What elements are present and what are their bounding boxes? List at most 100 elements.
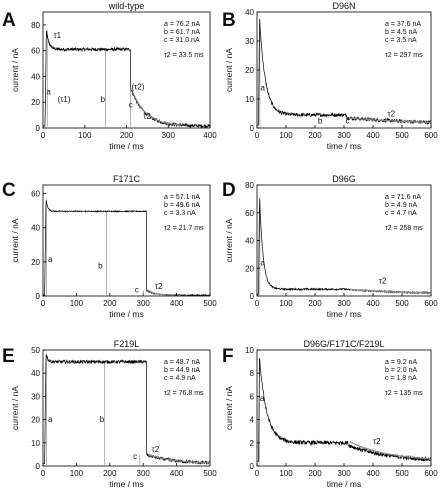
panel-d-y-tick-label: 20 [245, 264, 254, 273]
panel-c-marker: c [135, 286, 139, 295]
panel-e-y-tick-label: 30 [31, 392, 40, 401]
panel-b-x-tick-label: 200 [308, 131, 322, 140]
panel-b-letter: B [222, 10, 236, 31]
panel-c-fit-curve [147, 289, 174, 296]
panel-b-param-1: b = 4.5 nA [385, 29, 417, 36]
panel-d-title: D96G [332, 174, 356, 184]
panel-d-param-1: b = 4.9 nA [385, 202, 417, 209]
panel-a-marker: (τ1) [58, 95, 71, 104]
panel-d-x-tick-label: 400 [366, 299, 380, 308]
panel-c-y-axis-label: current / nA [10, 218, 20, 262]
panel-d-marker: a [260, 258, 265, 267]
panel-d-y-tick-label: 60 [245, 209, 254, 218]
panel-e-y-tick-label: 0 [36, 462, 41, 471]
panel-f-x-tick-label: 600 [424, 469, 438, 478]
panel-e-y-tick-label: 20 [31, 416, 40, 425]
panel-f-x-tick-label: 500 [395, 469, 409, 478]
panel-a-y-tick-label: 20 [31, 98, 40, 107]
panel-b-marker: c [345, 117, 349, 126]
panel-b-x-axis-label: time / ms [327, 141, 361, 151]
panel-b-fit-curve [349, 117, 432, 123]
panel-c-x-tick-label: 400 [170, 299, 184, 308]
panel-b-y-tick-label: 30 [245, 37, 254, 46]
panel-e-marker: b [100, 415, 105, 424]
panel-c-param-1: b = 49.6 nA [164, 202, 200, 209]
panel-e-x-tick-label: 200 [103, 469, 117, 478]
panel-c-y-tick-label: 40 [31, 224, 40, 233]
panel-d-letter: D [222, 180, 236, 201]
panel-b-y-tick-label: 40 [245, 8, 254, 17]
panel-e-marker: c [133, 452, 137, 461]
panel-e-x-tick-label: 400 [170, 469, 184, 478]
panel-f-fit-curve [349, 441, 432, 460]
panel-f-x-tick-label: 300 [337, 469, 351, 478]
panel-b-x-tick-label: 0 [255, 131, 260, 140]
panel-e-param-2: c = 4.9 nA [164, 375, 196, 382]
panel-b-x-tick-label: 500 [395, 131, 409, 140]
panel-f-x-tick-label: 0 [255, 469, 260, 478]
panel-f-y-tick-label: 10 [245, 346, 254, 355]
panel-a-x-tick-label: 300 [162, 131, 176, 140]
panel-e-y-tick-label: 10 [31, 439, 40, 448]
panel-b-marker: τ2 [388, 109, 396, 118]
panel-f-param-3: τ2 = 135 ms [385, 390, 423, 397]
panel-e-x-tick-label: 100 [70, 469, 84, 478]
panel-c-x-tick-label: 200 [103, 299, 117, 308]
panel-e-marker: a [48, 415, 53, 424]
panel-a-param-0: a = 76.2 nA [164, 21, 200, 28]
panel-f-param-1: b = 2.0 nA [385, 367, 417, 374]
panel-a-x-tick-label: 200 [120, 131, 134, 140]
panel-f-y-tick-label: 2 [250, 439, 255, 448]
panel-a-y-tick-label: 60 [31, 47, 40, 56]
panel-b-x-tick-label: 600 [424, 131, 438, 140]
panel-e-letter: E [2, 346, 15, 367]
panel-d-y-axis-label: current / nA [224, 218, 234, 262]
panel-a-x-tick-label: 400 [203, 131, 217, 140]
panel-e-x-tick-label: 300 [137, 469, 151, 478]
panel-c-title: F171C [113, 174, 141, 184]
panel-c-param-0: a = 57.1 nA [164, 194, 200, 201]
panel-a-marker: τ1 [53, 31, 61, 40]
panel-f-marker: a [260, 394, 265, 403]
panel-d-x-tick-label: 100 [279, 299, 293, 308]
panel-b-y-tick-label: 0 [250, 124, 255, 133]
panel-e-x-axis-label: time / ms [109, 479, 143, 489]
panel-f-marker: τ2 [373, 437, 381, 446]
panel-e-axes-frame [42, 349, 211, 467]
panel-e-y-tick-label: 50 [31, 346, 40, 355]
panel-e-title: F219L [114, 339, 140, 349]
panel-b-param-3: τ2 = 297 ms [385, 52, 423, 59]
panel-c-param-2: c = 3.3 nA [164, 210, 196, 217]
panel-d-marker: τ2 [379, 277, 387, 286]
panel-f-y-tick-label: 6 [250, 392, 255, 401]
panel-c-axes-frame [42, 184, 211, 297]
panel-b-x-tick-label: 300 [337, 131, 351, 140]
panel-b-param-2: c = 3.5 nA [385, 37, 417, 44]
panel-f-letter: F [222, 346, 234, 367]
panel-b-y-tick-label: 10 [245, 95, 254, 104]
panel-e-x-tick-label: 0 [41, 469, 46, 478]
panel-a-x-axis-label: time / ms [109, 141, 143, 151]
panel-c-x-axis-label: time / ms [109, 309, 143, 319]
panel-e-marker: τ2 [152, 445, 160, 454]
panel-f-current-trace [257, 358, 432, 462]
panel-a-y-tick-label: 0 [36, 124, 41, 133]
panel-c-y-tick-label: 0 [36, 292, 41, 301]
panel-c-param-3: τ2 = 21.7 ms [164, 225, 204, 232]
panel-a-marker: τ2 [143, 112, 151, 121]
panel-c-y-tick-label: 60 [31, 190, 40, 199]
panel-e-y-axis-label: current / nA [10, 386, 20, 430]
panel-a-marker: c [129, 100, 133, 109]
panel-b-y-tick-label: 20 [245, 66, 254, 75]
panel-d-y-tick-label: 40 [245, 237, 254, 246]
panel-a-marker: a [46, 87, 51, 96]
panel-a-param-2: c = 31.0 nA [164, 37, 200, 44]
panel-d-x-tick-label: 500 [395, 299, 409, 308]
panel-a-letter: A [2, 10, 16, 31]
panel-c-letter: C [2, 180, 16, 201]
panel-b-marker: a [260, 83, 265, 92]
panel-a-param-3: τ2 = 33.5 ms [164, 52, 204, 59]
panel-d-x-tick-label: 0 [255, 299, 260, 308]
panel-a-y-tick-label: 40 [31, 72, 40, 81]
